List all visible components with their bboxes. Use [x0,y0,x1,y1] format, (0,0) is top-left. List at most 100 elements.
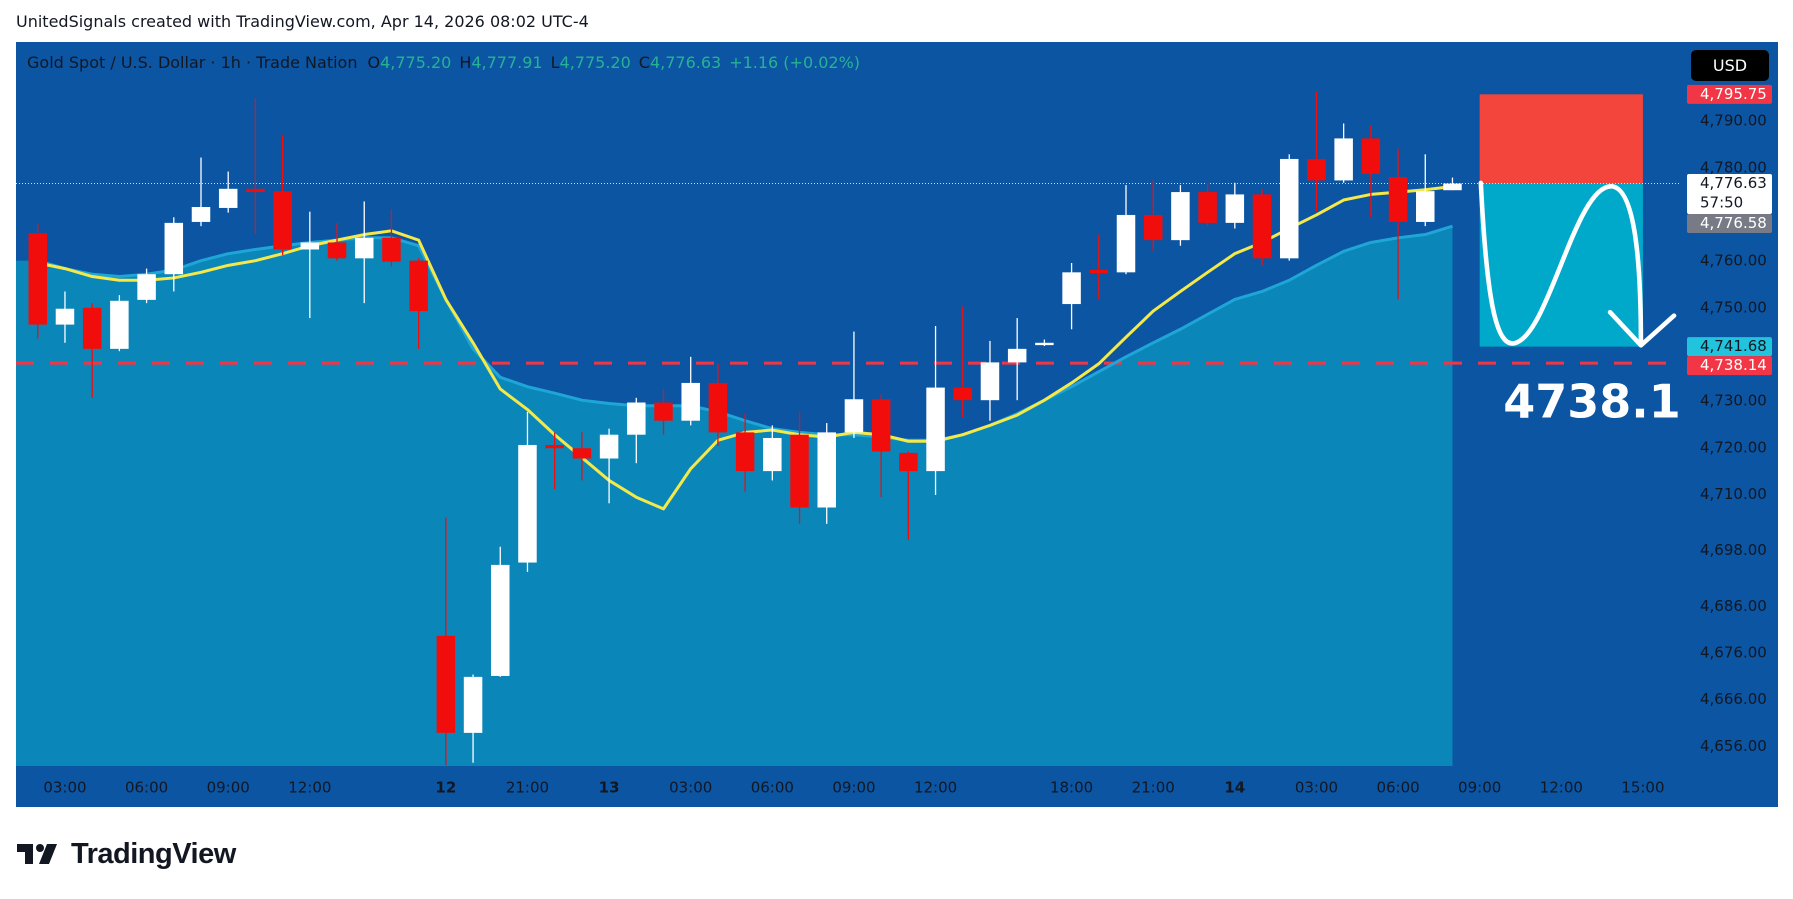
candle-body [246,188,265,193]
candle-body [436,635,456,733]
x-tick-label: 06:00 [1376,779,1419,797]
y-tick-label: 4,710.00 [1700,485,1767,503]
y-tick-label: 4,790.00 [1700,112,1767,130]
y-tick-label: 4,676.00 [1700,644,1767,662]
candle-body [572,448,592,459]
candle-body [844,399,864,433]
legend-title: Gold Spot / U.S. Dollar · 1h · Trade Nat… [27,53,358,72]
x-tick-label: 12 [435,779,456,797]
candle-body [681,382,700,421]
ma-area [16,226,1453,766]
price-label-box [1687,356,1772,376]
x-tick-label: 18:00 [1050,779,1093,797]
x-tick-label: 15:00 [1621,779,1664,797]
candle-body [953,387,973,401]
ohlc-key: O [367,53,381,72]
time-axis [16,766,1778,807]
candle-body [1198,192,1217,223]
price-label-box [1687,174,1772,215]
candle-body [654,402,673,421]
y-tick-label: 4,730.00 [1700,392,1767,410]
candle-body [491,564,510,676]
x-tick-label: 09:00 [1458,779,1501,797]
x-tick-label: 09:00 [207,779,250,797]
change-value: +1.16 (+0.02%) [729,53,861,72]
candle-body [137,274,156,300]
brand-name: TradingView [71,837,236,870]
drawn-arrowhead [1607,309,1677,348]
drawn-curve [1478,180,1644,346]
candle-body [1388,177,1408,222]
candle-body [409,260,428,312]
candle-body [708,382,728,433]
y-tick-label: 4,760.00 [1700,252,1767,270]
stop-zone [1479,94,1643,184]
candle-body [627,402,646,435]
axes: 03:00 06:00 09:00 12:00 12 21:00 13 03:00 06:00 0… [16,84,1778,807]
candle-body [1171,192,1190,241]
legend: Gold Spot / U.S. Dollar · 1h · Trade Nat… [27,53,868,72]
price-label-box [1687,337,1772,357]
header-text: UnitedSignals created with TradingView.c… [16,12,589,31]
price-label-box [1687,214,1772,234]
candle-body [518,444,537,563]
candle-body [1007,348,1027,363]
candle-body [599,434,619,459]
x-tick-label: 03:00 [1295,779,1338,797]
ohlc-value: 4,777.91 [471,53,543,72]
y-tick-label: 4,698.00 [1700,541,1767,559]
price-label: 4,738.14 [1700,356,1767,374]
candle-body [164,222,184,275]
price-label: 4,795.75 [1700,85,1767,103]
candle-body [980,362,1000,401]
candle-body [899,452,918,472]
x-tick-label: 14 [1224,779,1245,797]
x-tick-label: 21:00 [1132,779,1175,797]
candle-body [327,242,347,259]
candle-body [817,432,836,508]
candle-body [790,434,809,508]
x-tick-label: 12:00 [914,779,957,797]
ohlc-key: C [638,53,650,72]
candle-body [218,188,238,208]
x-tick-label: 13 [599,779,620,797]
y-tick-label: 4,686.00 [1700,597,1767,615]
candle-body [1361,138,1381,174]
y-tick-label: 4,780.00 [1700,158,1767,176]
level-text: 4738.1 [1503,375,1681,429]
candle-body [871,399,891,452]
y-tick-label: 4,720.00 [1700,438,1767,456]
candle-body [1116,214,1136,273]
x-tick-label: 06:00 [125,779,168,797]
footer: TradingView [17,836,236,872]
candle-body [1143,214,1163,241]
candle-body [1334,138,1353,181]
x-tick-label: 12:00 [288,779,331,797]
candle-body [1225,194,1245,223]
brand-logo [17,844,57,864]
candle-body [926,387,945,472]
price-label: 4,776.63 [1700,174,1767,192]
candle-body [1252,194,1272,259]
candle-body [463,676,483,733]
x-tick-label: 03:00 [43,779,86,797]
x-tick-label: 12:00 [1540,779,1583,797]
candle-body [82,307,102,349]
candle-body [354,237,374,259]
y-tick-label: 4,656.00 [1700,737,1767,755]
candle-body [1307,158,1326,181]
price-label: 4,741.68 [1700,337,1767,355]
ohlc-value: 4,775.20 [559,53,631,72]
currency-button[interactable]: USD [1691,50,1769,81]
x-tick-label: 06:00 [751,779,794,797]
candle-body [1089,270,1109,274]
y-tick-label: 4,666.00 [1700,690,1767,708]
x-tick-label: 09:00 [832,779,875,797]
x-tick-label: 21:00 [506,779,549,797]
hand-drawing [1478,180,1677,348]
y-tick-label: 4,750.00 [1700,298,1767,316]
candle-body [55,308,75,325]
candle-body [1062,272,1081,305]
x-tick-label: 03:00 [669,779,712,797]
